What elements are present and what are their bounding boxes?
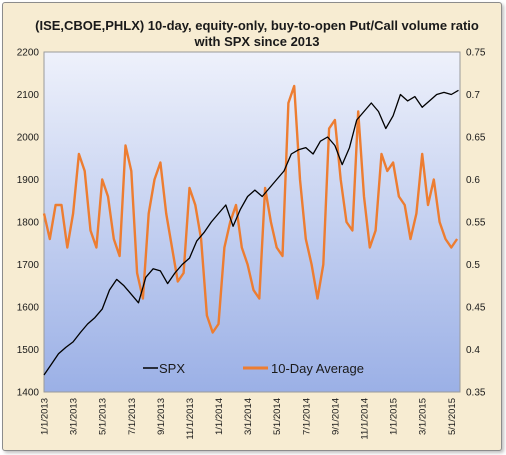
plot-area: [43, 51, 461, 393]
x-axis-tick-label: 5/1/2014: [272, 398, 283, 435]
left-axis-tick-label: 2000: [17, 133, 40, 144]
x-axis-tick-label: 1/1/2014: [214, 398, 225, 435]
x-axis-tick-label: 3/1/2013: [69, 398, 80, 435]
legend: SPX 10-Day Average: [143, 361, 364, 376]
right-axis-tick-label: 0.45: [466, 303, 486, 314]
x-axis-tick-label: 9/1/2014: [330, 398, 341, 435]
x-axis-tick-label: 5/1/2015: [447, 398, 458, 435]
left-axis-tick-label: 1500: [17, 345, 40, 356]
left-axis-tick-label: 1800: [17, 218, 40, 229]
left-axis-tick-label: 2200: [17, 48, 40, 59]
right-axis-ticks: 0.35 0.4 0.45 0.5 0.55 0.6 0.65 0.7 0.75: [466, 48, 486, 399]
right-axis-tick-label: 0.65: [466, 133, 486, 144]
x-axis-ticks: 1/1/2013 3/1/2013 5/1/2013 7/1/2013 9/1/2013…: [40, 398, 458, 440]
chart-title-line-1: (ISE,CBOE,PHLX) 10-day, equity-only, buy…: [35, 18, 479, 33]
legend-label-spx: SPX: [159, 361, 185, 376]
x-axis-tick-label: 5/1/2013: [98, 398, 109, 435]
left-axis-tick-label: 2100: [17, 90, 40, 101]
right-axis-tick-label: 0.75: [466, 48, 486, 59]
left-axis-tick-label: 1600: [17, 303, 40, 314]
x-axis-tick-label: 7/1/2013: [127, 398, 138, 435]
right-axis-tick-label: 0.35: [466, 388, 486, 399]
legend-label-10-day-average: 10-Day Average: [271, 361, 364, 376]
x-axis-tick-label: 11/1/2013: [185, 398, 196, 440]
series-line-spx: [43, 89, 459, 376]
left-axis-tick-label: 1900: [17, 175, 40, 186]
x-axis-tick-label: 7/1/2014: [301, 398, 312, 435]
x-axis-tick-label: 9/1/2013: [156, 398, 167, 435]
right-axis-tick-label: 0.6: [466, 175, 480, 186]
right-axis-tick-label: 0.55: [466, 218, 486, 229]
x-axis-tick-label: 1/1/2015: [389, 398, 400, 435]
x-axis-tick-label: 3/1/2015: [418, 398, 429, 435]
x-axis-tick-label: 11/1/2014: [360, 398, 371, 440]
x-axis-tick-label: 1/1/2013: [40, 398, 51, 435]
right-axis-tick-label: 0.4: [466, 345, 480, 356]
right-axis-tick-label: 0.7: [466, 90, 480, 101]
x-axis-tick-label: 3/1/2014: [243, 398, 254, 435]
left-axis-tick-label: 1700: [17, 260, 40, 271]
left-axis-tick-label: 1400: [17, 388, 40, 399]
series-line-10-day-average: [42, 84, 459, 334]
left-axis-ticks: 1400 1500 1600 1700 1800 1900 2000 2100 2200: [17, 48, 40, 399]
right-axis-tick-label: 0.5: [466, 260, 480, 271]
chart-title-line-2: with SPX since 2013: [193, 34, 319, 49]
